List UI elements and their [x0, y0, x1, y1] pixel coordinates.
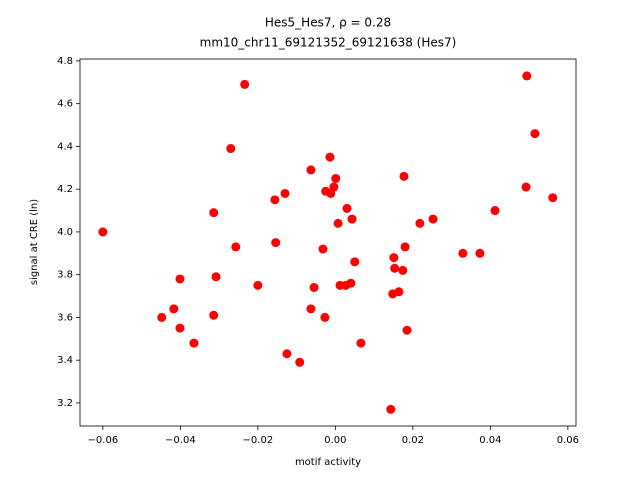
point: [350, 257, 360, 267]
point: [240, 79, 250, 89]
point: [389, 253, 399, 263]
point: [521, 182, 531, 192]
point: [169, 304, 179, 314]
y-tick-label: 3.6: [57, 312, 73, 323]
x-tick-label: −0.02: [243, 435, 274, 446]
point: [318, 244, 328, 254]
x-tick-label: 0.00: [324, 435, 346, 446]
point: [402, 325, 412, 335]
point: [335, 280, 345, 290]
y-tick-label: 4.8: [57, 56, 73, 67]
point: [306, 165, 316, 175]
x-tick-label: −0.06: [88, 435, 119, 446]
point: [331, 173, 341, 183]
point: [356, 338, 366, 348]
point: [428, 214, 438, 224]
y-tick-label: 3.4: [57, 355, 73, 366]
point: [320, 312, 330, 322]
point: [231, 242, 241, 252]
point: [548, 193, 558, 203]
point: [347, 214, 357, 224]
y-tick-label: 3.2: [57, 398, 73, 409]
x-tick-label: 0.02: [402, 435, 424, 446]
point: [209, 208, 219, 218]
point: [333, 218, 343, 228]
y-tick-label: 4.2: [57, 184, 73, 195]
point: [326, 188, 336, 198]
y-tick-label: 4.0: [57, 227, 73, 238]
point: [388, 289, 398, 299]
x-tick-label: 0.06: [557, 435, 579, 446]
point: [306, 304, 316, 314]
point: [530, 129, 540, 139]
point: [271, 238, 281, 248]
point: [280, 188, 290, 198]
point: [325, 152, 335, 162]
point: [399, 171, 409, 181]
point: [522, 71, 532, 81]
point: [415, 218, 425, 228]
point: [175, 274, 185, 284]
point: [458, 248, 468, 258]
y-tick-label: 4.4: [57, 141, 73, 152]
point: [157, 312, 167, 322]
point: [282, 349, 292, 359]
point: [295, 357, 305, 367]
point: [98, 227, 108, 237]
point: [209, 310, 219, 320]
point: [253, 280, 263, 290]
point: [475, 248, 485, 258]
chart-subtitle: mm10_chr11_69121352_69121638 (Hes7): [200, 36, 457, 50]
point: [211, 272, 221, 282]
chart-title: Hes5_Hes7, ρ = 0.28: [265, 16, 391, 30]
point: [270, 195, 280, 205]
point: [398, 265, 408, 275]
point: [390, 263, 400, 273]
x-tick-label: −0.04: [165, 435, 196, 446]
point: [342, 203, 352, 213]
y-axis-label: signal at CRE (ln): [29, 199, 40, 285]
point: [386, 404, 396, 414]
y-tick-label: 4.6: [57, 99, 73, 110]
point: [309, 282, 319, 292]
point: [400, 242, 410, 252]
point: [490, 206, 500, 216]
y-tick-label: 3.8: [57, 270, 73, 281]
point: [226, 144, 236, 154]
plot-frame: [79, 58, 577, 427]
x-axis-label: motif activity: [295, 457, 361, 468]
point: [175, 323, 185, 333]
point: [189, 338, 199, 348]
x-tick-label: 0.04: [479, 435, 501, 446]
